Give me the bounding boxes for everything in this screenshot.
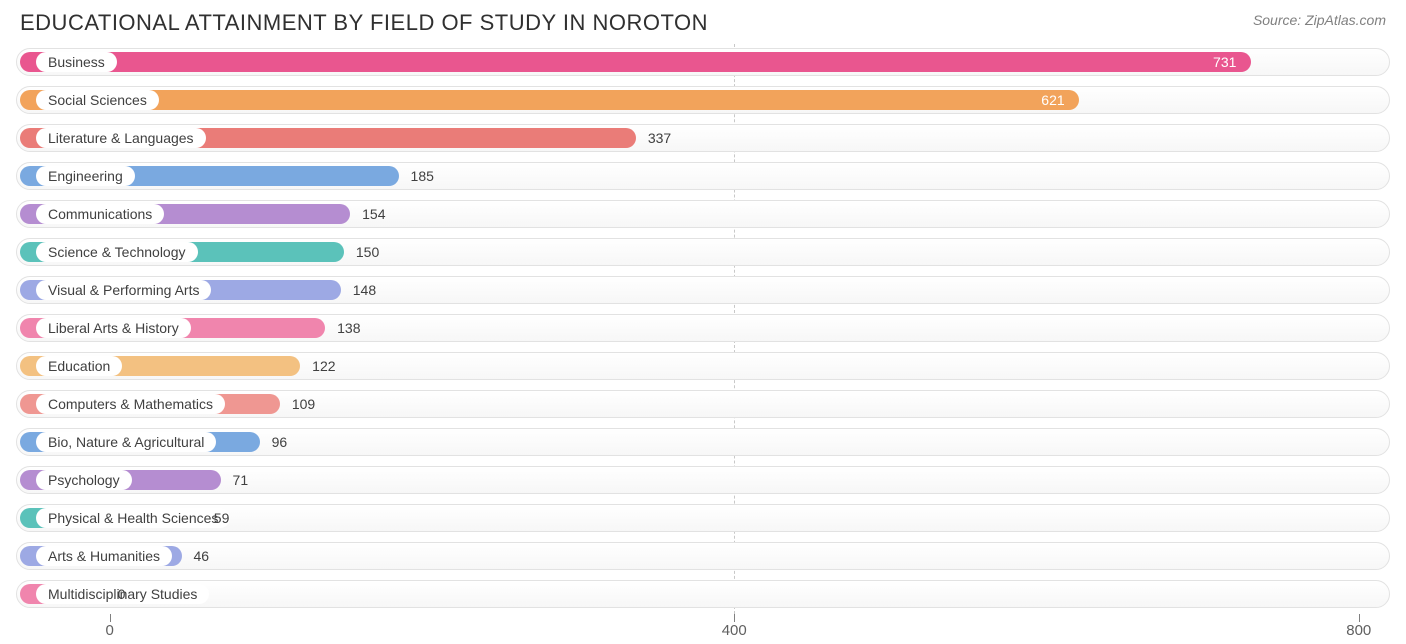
chart-header: EDUCATIONAL ATTAINMENT BY FIELD OF STUDY…: [16, 10, 1390, 36]
bar-fill: [20, 90, 1079, 110]
bar-row: Science & Technology 150: [16, 234, 1390, 270]
bar-label: Arts & Humanities: [36, 546, 172, 566]
bar-row: Physical & Health Sciences59: [16, 500, 1390, 536]
bar-row: Arts & Humanities 46: [16, 538, 1390, 574]
axis-tick-label: 400: [722, 622, 747, 639]
bar-value: 337: [646, 128, 673, 148]
bar-value: 154: [360, 204, 387, 224]
bar-label: Psychology: [36, 470, 132, 490]
chart-container: EDUCATIONAL ATTAINMENT BY FIELD OF STUDY…: [0, 0, 1406, 632]
bar-label: Engineering: [36, 166, 135, 186]
bar-label: Literature & Languages: [36, 128, 206, 148]
bar-label: Computers & Mathematics: [36, 394, 225, 414]
bar-label: Science & Technology: [36, 242, 198, 262]
bar-row: Business 731: [16, 44, 1390, 80]
bar-row: Computers & Mathematics 109: [16, 386, 1390, 422]
bar-row: Bio, Nature & Agricultural 96: [16, 424, 1390, 460]
bar-row: Engineering 185: [16, 158, 1390, 194]
bar-value: 150: [354, 242, 381, 262]
bar-value: 96: [270, 432, 290, 452]
bar-value: 109: [290, 394, 317, 414]
axis-tick: [1359, 614, 1360, 622]
bar-track: [16, 542, 1390, 570]
bar-label: Business: [36, 52, 117, 72]
bar-value: 59: [212, 508, 232, 528]
bar-label: Bio, Nature & Agricultural: [36, 432, 216, 452]
axis-tick-label: 800: [1346, 622, 1371, 639]
bar-value: 148: [351, 280, 378, 300]
bar-row: Multidisciplinary Studies0: [16, 576, 1390, 612]
bar-track: [16, 466, 1390, 494]
bar-value: 621: [1039, 90, 1066, 110]
bar-row: Communications 154: [16, 196, 1390, 232]
bar-row: Education 122: [16, 348, 1390, 384]
bar-value: 0: [116, 584, 128, 604]
bar-value: 46: [192, 546, 212, 566]
bar-value: 71: [231, 470, 251, 490]
bar-row: Liberal Arts & History 138: [16, 310, 1390, 346]
bar-value: 138: [335, 318, 362, 338]
bar-track: [16, 580, 1390, 608]
bar-label: Liberal Arts & History: [36, 318, 191, 338]
chart-source: Source: ZipAtlas.com: [1253, 12, 1386, 28]
bar-label: Visual & Performing Arts: [36, 280, 211, 300]
bar-label: Education: [36, 356, 122, 376]
bar-label: Communications: [36, 204, 164, 224]
bar-row: Social Sciences 621: [16, 82, 1390, 118]
x-axis: 0 400 800: [16, 614, 1390, 644]
axis-tick-label: 0: [106, 622, 114, 639]
bar-row: Visual & Performing Arts 148: [16, 272, 1390, 308]
bar-row: Psychology 71: [16, 462, 1390, 498]
axis-tick: [110, 614, 111, 622]
bar-value: 731: [1211, 52, 1238, 72]
chart-title: EDUCATIONAL ATTAINMENT BY FIELD OF STUDY…: [20, 10, 708, 36]
bar-row: Literature & Languages 337: [16, 120, 1390, 156]
bar-value: 122: [310, 356, 337, 376]
axis-tick: [734, 614, 735, 622]
bar-fill: [20, 52, 1251, 72]
bar-label: Physical & Health Sciences: [36, 508, 230, 528]
bar-value: 185: [409, 166, 436, 186]
bar-label: Social Sciences: [36, 90, 159, 110]
chart-plot-area: Business 731 Social Sciences 621 Literature …: [16, 44, 1390, 644]
